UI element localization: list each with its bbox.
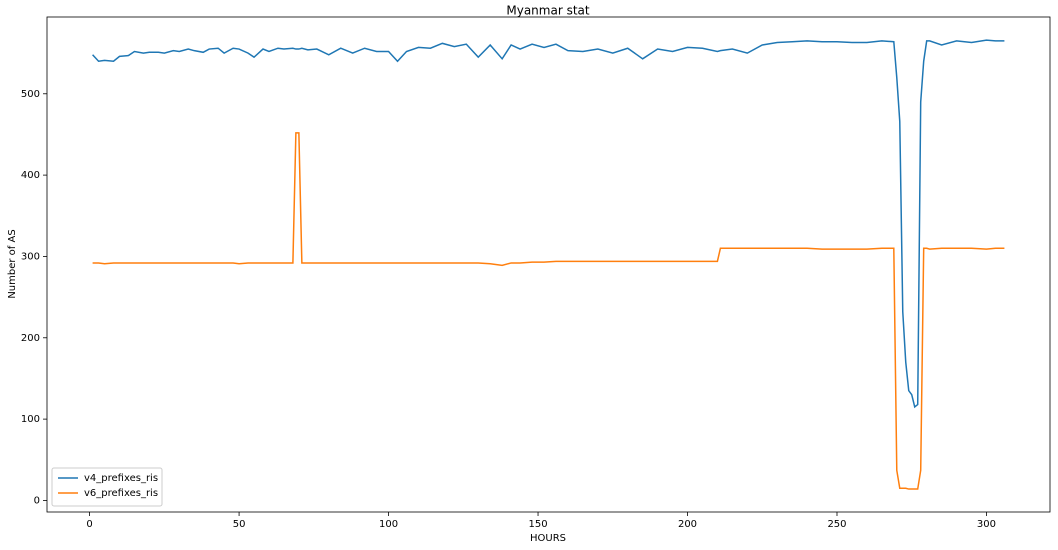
line-series [92, 132, 1005, 490]
y-tick-label: 200 [21, 333, 40, 344]
legend-label: v6_prefixes_ris [84, 488, 158, 499]
x-tick-label: 100 [379, 519, 398, 530]
x-axis-label: HOURS [530, 533, 566, 544]
x-tick-label: 300 [977, 519, 996, 530]
y-tick-label: 400 [21, 170, 40, 181]
y-tick-label: 500 [21, 89, 40, 100]
y-axis-label: Number of AS [7, 229, 18, 298]
plot-frame [46, 16, 1051, 513]
legend-box [51, 467, 163, 507]
legend-label: v4_prefixes_ris [84, 473, 158, 484]
y-tick-label: 0 [34, 495, 40, 506]
chart-title: Myanmar stat [506, 4, 590, 18]
line-series [92, 39, 1005, 409]
y-tick-label: 100 [21, 414, 40, 425]
x-tick-label: 250 [827, 519, 846, 530]
y-tick-label: 300 [21, 251, 40, 262]
x-tick-label: 200 [678, 519, 697, 530]
x-tick-label: 0 [86, 519, 92, 530]
x-tick-label: 50 [233, 519, 246, 530]
x-tick-label: 150 [528, 519, 547, 530]
